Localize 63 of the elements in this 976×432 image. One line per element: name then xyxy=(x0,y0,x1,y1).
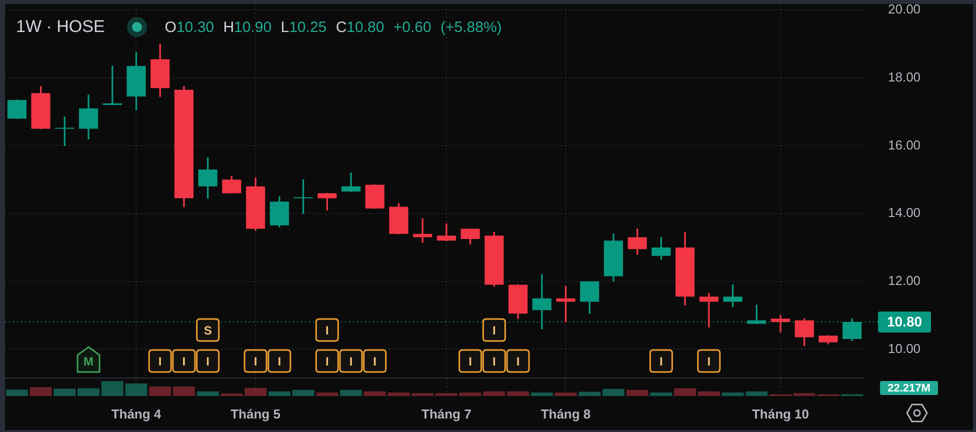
x-tick-label: Tháng 4 xyxy=(111,406,162,422)
candlestick xyxy=(341,172,361,192)
bar xyxy=(149,386,172,396)
bar xyxy=(602,388,624,396)
bar xyxy=(578,392,601,396)
bar xyxy=(172,386,195,396)
y-tick-label: 20.00 xyxy=(888,2,921,17)
bar xyxy=(6,390,28,396)
bar xyxy=(292,390,314,396)
annotation: I xyxy=(516,354,520,368)
bar xyxy=(316,392,338,396)
annotation: I xyxy=(182,354,186,368)
ref-line-label: 10.80 xyxy=(886,313,922,330)
bar xyxy=(78,388,100,396)
bar xyxy=(54,388,76,396)
x-tick-label: Tháng 8 xyxy=(540,406,591,422)
bar xyxy=(30,387,52,396)
bar xyxy=(698,391,720,396)
y-tick-label: 14.00 xyxy=(888,205,921,220)
bar xyxy=(340,390,362,396)
y-tick-label: 10.00 xyxy=(888,340,921,356)
bar xyxy=(412,393,434,396)
bar xyxy=(268,391,290,396)
x-tick-label: Tháng 5 xyxy=(230,406,280,422)
bar xyxy=(125,384,148,396)
annotation: M xyxy=(84,354,94,368)
annotation: I xyxy=(349,354,353,368)
bar xyxy=(196,391,219,396)
annotation: S xyxy=(204,323,212,338)
annotation: I xyxy=(278,354,282,368)
bar xyxy=(650,392,672,396)
text: 22.217M xyxy=(888,382,930,395)
annotation: I xyxy=(325,323,329,338)
bar xyxy=(554,392,577,396)
annotation: I xyxy=(707,354,711,368)
bar xyxy=(674,388,696,396)
bar xyxy=(220,393,243,396)
bar xyxy=(530,392,553,396)
x-tick-label: Tháng 7 xyxy=(422,406,472,422)
x-tick-label: Tháng 10 xyxy=(752,406,810,422)
y-tick-label: 12.00 xyxy=(888,272,921,288)
bar xyxy=(746,391,768,396)
annotation: I xyxy=(206,354,210,368)
annotation: I xyxy=(158,354,162,368)
bar xyxy=(507,391,529,396)
annotation: I xyxy=(254,354,258,368)
bar xyxy=(626,390,648,396)
candlestick xyxy=(770,314,790,333)
annotation: I xyxy=(660,354,663,368)
y-tick-label: 16.00 xyxy=(888,137,921,152)
text: 1W · HOSE xyxy=(16,17,105,37)
annotation: I xyxy=(325,354,329,368)
bar xyxy=(101,381,124,396)
annotation: I xyxy=(468,354,472,368)
bar xyxy=(244,388,267,396)
y-tick-label: 18.00 xyxy=(888,69,921,84)
bar xyxy=(435,393,458,396)
candlestick xyxy=(413,218,432,243)
text: O10.30 H10.90 L10.25 C10.80 +0.60 (+5.88%) xyxy=(164,18,502,36)
annotation: I xyxy=(373,354,377,368)
bar xyxy=(722,392,744,396)
annotation: I xyxy=(492,354,496,368)
annotation: I xyxy=(492,323,496,338)
